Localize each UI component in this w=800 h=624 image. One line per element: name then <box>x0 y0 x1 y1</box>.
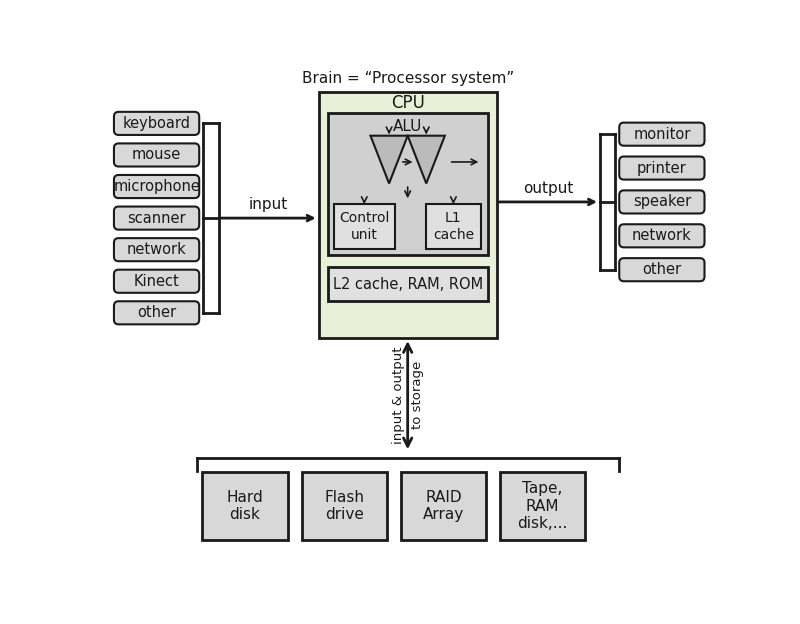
Text: printer: printer <box>637 160 686 175</box>
FancyBboxPatch shape <box>619 190 705 213</box>
FancyBboxPatch shape <box>114 238 199 261</box>
Text: Brain = “Processor system”: Brain = “Processor system” <box>302 71 514 85</box>
Text: CPU: CPU <box>390 94 425 112</box>
FancyBboxPatch shape <box>619 123 705 146</box>
FancyBboxPatch shape <box>114 207 199 230</box>
Text: network: network <box>126 242 186 257</box>
Polygon shape <box>370 135 408 183</box>
Text: Flash
drive: Flash drive <box>324 490 364 522</box>
FancyBboxPatch shape <box>619 157 705 180</box>
Text: input & output: input & output <box>391 346 405 444</box>
FancyBboxPatch shape <box>114 144 199 167</box>
FancyBboxPatch shape <box>114 112 199 135</box>
FancyBboxPatch shape <box>619 258 705 281</box>
Text: RAID
Array: RAID Array <box>422 490 464 522</box>
Text: Control
unit: Control unit <box>339 212 390 241</box>
Text: other: other <box>137 305 176 320</box>
Bar <box>328 267 487 301</box>
Text: monitor: monitor <box>633 127 690 142</box>
Text: input: input <box>249 197 288 212</box>
Bar <box>328 112 487 255</box>
FancyBboxPatch shape <box>619 224 705 247</box>
Bar <box>334 204 394 249</box>
Text: ALU: ALU <box>393 119 422 134</box>
FancyBboxPatch shape <box>114 301 199 324</box>
Text: to storage: to storage <box>410 361 424 429</box>
Text: Kinect: Kinect <box>134 274 179 289</box>
Bar <box>202 472 287 540</box>
Text: L2 cache, RAM, ROM: L2 cache, RAM, ROM <box>333 277 482 292</box>
Text: scanner: scanner <box>127 211 186 226</box>
Text: Tape,
RAM
disk,...: Tape, RAM disk,... <box>518 481 568 531</box>
FancyBboxPatch shape <box>114 175 199 198</box>
Text: keyboard: keyboard <box>122 116 190 131</box>
Bar <box>426 204 482 249</box>
Text: mouse: mouse <box>132 147 181 162</box>
Polygon shape <box>408 135 445 183</box>
Bar <box>302 472 386 540</box>
Text: L1
cache: L1 cache <box>433 212 474 241</box>
Bar <box>401 472 486 540</box>
Bar <box>500 472 585 540</box>
Text: microphone: microphone <box>113 179 200 194</box>
Text: other: other <box>642 262 682 277</box>
Bar <box>318 92 497 338</box>
Text: speaker: speaker <box>633 195 691 210</box>
FancyBboxPatch shape <box>114 270 199 293</box>
Text: output: output <box>522 181 573 196</box>
Text: network: network <box>632 228 692 243</box>
Text: Hard
disk: Hard disk <box>226 490 263 522</box>
